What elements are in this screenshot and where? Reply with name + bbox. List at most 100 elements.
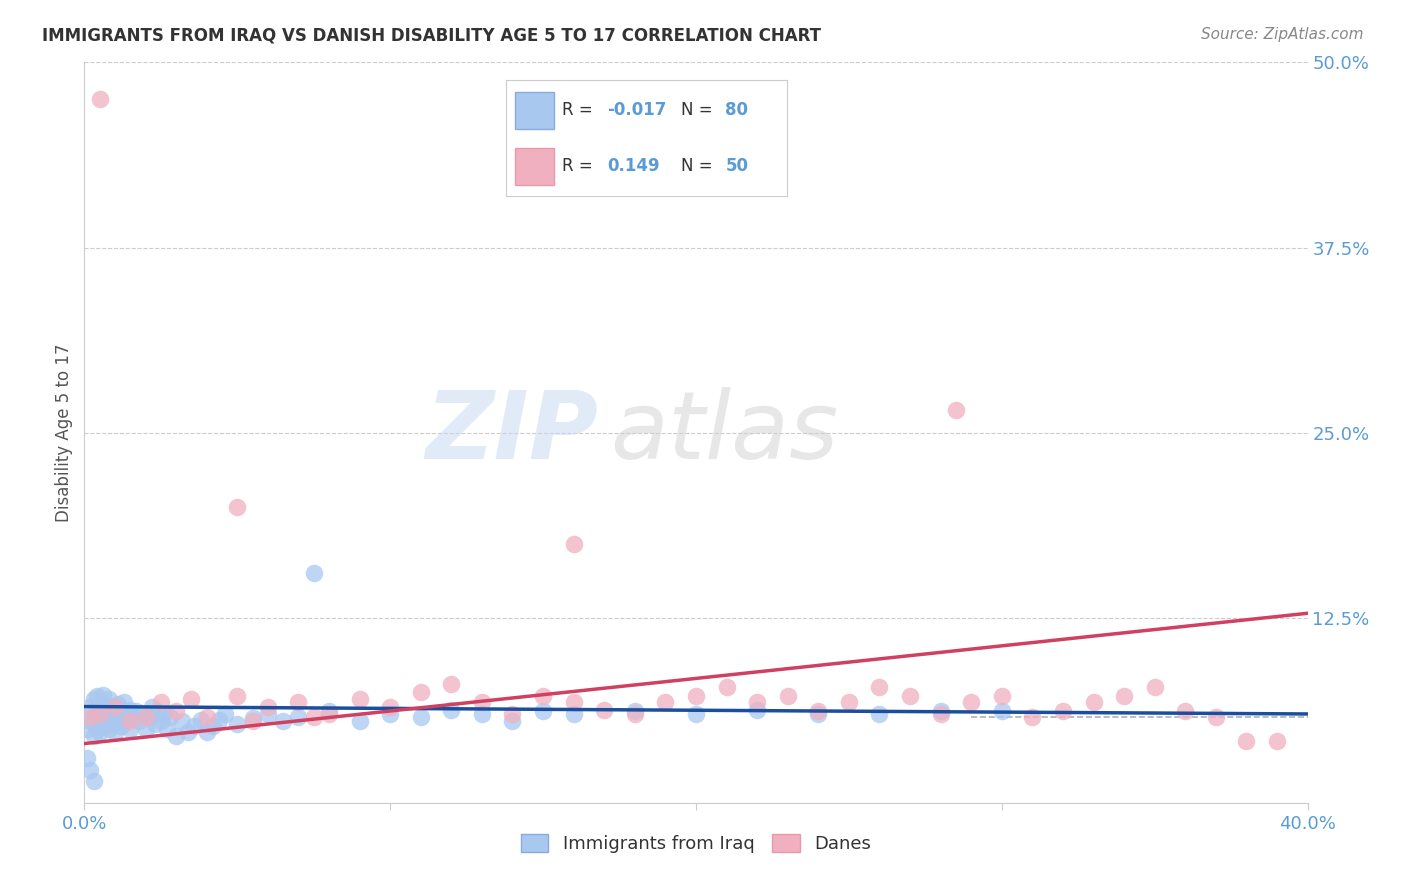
Point (94, 699, 117, 714)
Point (107, 714, 129, 729)
Point (115, 706, 138, 721)
Point (226, 717, 249, 731)
Point (177, 724, 200, 739)
Point (991, 704, 1014, 718)
Text: Source: ZipAtlas.com: Source: ZipAtlas.com (1201, 27, 1364, 42)
Point (257, 706, 280, 721)
Point (94, 714, 117, 729)
Point (180, 692, 202, 706)
Point (89, 695, 111, 709)
Point (120, 722, 142, 736)
Text: R =: R = (562, 102, 593, 120)
Point (104, 706, 127, 721)
Text: N =: N = (681, 157, 711, 175)
Point (318, 704, 340, 718)
Point (929, 706, 952, 721)
Point (502, 714, 524, 729)
Point (86, 704, 108, 718)
Point (287, 710, 309, 724)
Point (83, 729, 105, 743)
Point (624, 704, 647, 718)
Point (685, 689, 707, 703)
Point (97, 692, 120, 706)
Point (83, 692, 105, 706)
Point (79, 699, 101, 714)
Point (195, 724, 218, 739)
Point (776, 689, 799, 703)
Point (747, 695, 769, 709)
Point (242, 711, 264, 725)
Point (165, 704, 187, 718)
Point (562, 706, 585, 721)
Point (153, 706, 176, 721)
Point (1143, 681, 1166, 695)
Point (1265, 733, 1288, 747)
Point (869, 706, 891, 721)
Text: atlas: atlas (610, 387, 838, 478)
Point (1021, 710, 1043, 724)
Point (226, 500, 249, 514)
FancyBboxPatch shape (515, 147, 554, 185)
Point (1236, 733, 1258, 747)
Point (409, 710, 432, 724)
Point (257, 699, 280, 714)
Point (104, 724, 127, 739)
Text: IMMIGRANTS FROM IRAQ VS DANISH DISABILITY AGE 5 TO 17 CORRELATION CHART: IMMIGRANTS FROM IRAQ VS DANISH DISABILIT… (42, 27, 821, 45)
Point (91, 702, 114, 716)
Point (104, 699, 127, 714)
Point (86, 689, 108, 703)
Point (226, 689, 249, 703)
Point (112, 713, 135, 727)
Point (562, 536, 585, 550)
Point (287, 695, 309, 709)
Point (91, 688, 114, 702)
Point (79, 763, 101, 777)
Point (747, 702, 769, 716)
Point (110, 702, 132, 716)
Point (531, 704, 554, 718)
Point (409, 685, 432, 699)
Point (1174, 704, 1197, 718)
Point (120, 714, 142, 729)
Point (89, 724, 111, 739)
Point (440, 677, 463, 691)
Point (531, 689, 554, 703)
Text: -0.017: -0.017 (607, 102, 666, 120)
Point (195, 710, 218, 724)
Point (159, 710, 181, 724)
Point (183, 719, 205, 733)
Point (172, 714, 194, 729)
Point (929, 704, 952, 718)
Point (562, 695, 585, 709)
Point (471, 706, 494, 721)
Point (208, 713, 231, 727)
Point (79, 714, 101, 729)
Point (190, 713, 212, 727)
Point (807, 706, 830, 721)
Point (135, 710, 157, 724)
Y-axis label: Disability Age 5 to 17: Disability Age 5 to 17 (55, 343, 73, 522)
Point (945, 403, 967, 417)
Point (242, 714, 264, 729)
Point (83, 773, 105, 788)
Point (1083, 695, 1105, 709)
Point (838, 695, 860, 709)
Legend: Immigrants from Iraq, Danes: Immigrants from Iraq, Danes (513, 827, 879, 861)
Point (991, 689, 1014, 703)
Point (201, 719, 224, 733)
Point (960, 695, 983, 709)
Point (1114, 689, 1136, 703)
Point (471, 695, 494, 709)
Point (83, 710, 105, 724)
Point (89, 706, 111, 721)
Point (807, 704, 830, 718)
Point (593, 702, 616, 716)
Point (141, 699, 163, 714)
Point (138, 710, 160, 724)
Point (146, 706, 169, 720)
Point (120, 702, 142, 716)
Point (349, 714, 371, 729)
Point (349, 692, 371, 706)
Point (302, 566, 325, 581)
Text: 0.149: 0.149 (607, 157, 659, 175)
